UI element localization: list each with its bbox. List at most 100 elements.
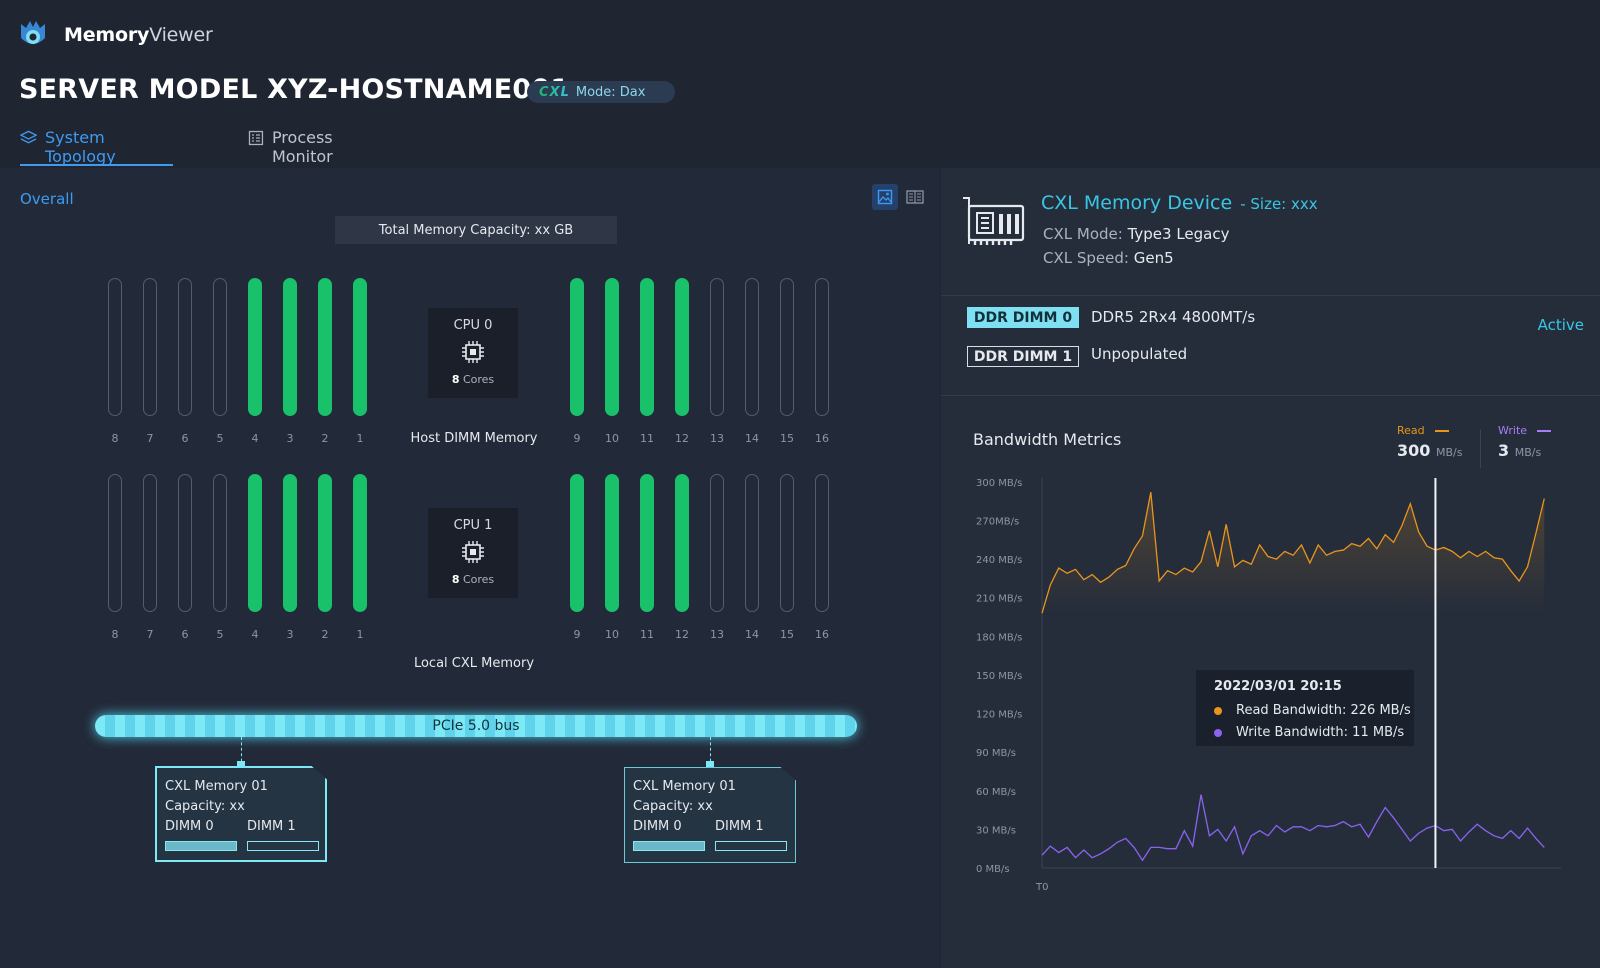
slot-number-label: 13 — [710, 432, 724, 445]
dimm-0-tag[interactable]: DDR DIMM 0 — [967, 307, 1079, 328]
dimm-0-desc: DDR5 2Rx4 4800MT/s — [1091, 308, 1256, 326]
y-tick-label: 210 MB/s — [976, 594, 1022, 605]
dimm-slot-13[interactable] — [710, 474, 724, 612]
slot-number-label: 8 — [111, 628, 119, 641]
cpu-0-box[interactable]: CPU 0 8 Cores — [428, 308, 518, 398]
dimm-1-tag[interactable]: DDR DIMM 1 — [967, 346, 1079, 367]
image-view-icon — [877, 189, 893, 205]
dimm-slot-10[interactable] — [605, 278, 619, 416]
dimm-slot-6[interactable] — [178, 474, 192, 612]
tooltip-write: Write Bandwidth: 11 MB/s — [1236, 725, 1405, 740]
dimm-slot-7[interactable] — [143, 278, 157, 416]
slot-number-label: 14 — [745, 628, 759, 641]
dimm-slot-10[interactable] — [605, 474, 619, 612]
dimm-slot-16[interactable] — [815, 278, 829, 416]
tab-label: Process Monitor — [271, 128, 333, 166]
cpu-cores: 8 Cores — [451, 573, 495, 586]
dimm-slot-11[interactable] — [640, 474, 654, 612]
slot-number-label: 12 — [675, 432, 689, 445]
series-line-read — [1041, 492, 1545, 614]
dimm-slot-16[interactable] — [815, 474, 829, 612]
y-tick-label: 0 MB/s — [976, 864, 1010, 875]
dimm-slot-12[interactable] — [675, 278, 689, 416]
dimm-slot-6[interactable] — [178, 278, 192, 416]
slot-number-label: 13 — [710, 628, 724, 641]
app-name: MemoryViewer — [64, 24, 213, 46]
dimm-slot-14[interactable] — [745, 474, 759, 612]
y-tick-label: 300 MB/s — [976, 478, 1022, 489]
device-size: - Size: xxx — [1240, 195, 1318, 213]
dimm-slot-15[interactable] — [780, 278, 794, 416]
dimm-slot-15[interactable] — [780, 474, 794, 612]
dimm-slot-3[interactable] — [283, 474, 297, 612]
tooltip-read: Read Bandwidth: 226 MB/s — [1236, 703, 1411, 718]
dimm-slot-1[interactable] — [353, 278, 367, 416]
tab-process-monitor[interactable]: Process Monitor — [248, 128, 398, 166]
dimm-slot-13[interactable] — [710, 278, 724, 416]
x-tick-label: T0 — [1035, 882, 1048, 893]
dimm-1-bar[interactable] — [715, 841, 787, 851]
slot-number-label: 2 — [321, 432, 329, 445]
memory-card-icon — [963, 197, 1025, 245]
y-tick-label: 120 MB/s — [976, 710, 1022, 721]
cpu-1-box[interactable]: CPU 1 8 Cores — [428, 508, 518, 598]
dimm-slot-9[interactable] — [570, 278, 584, 416]
dimm-slot-8[interactable] — [108, 278, 122, 416]
host-dimm-label: Host DIMM Memory — [410, 431, 538, 446]
dimm-slot-5[interactable] — [213, 474, 227, 612]
dimm-slot-7[interactable] — [143, 474, 157, 612]
slot-number-label: 2 — [321, 628, 329, 641]
cxl-dimm-labels: DIMM 0 DIMM 1 — [633, 819, 764, 834]
dimm-0-bar[interactable] — [633, 841, 705, 851]
dimm-slot-4[interactable] — [248, 474, 262, 612]
chart-tooltip: 2022/03/01 20:15 Read Bandwidth: 226 MB/… — [1196, 670, 1414, 746]
device-title: CXL Memory Device - Size: xxx — [1041, 192, 1318, 214]
device-summary: CXL Memory Device - Size: xxx CXL Mode: T… — [941, 168, 1600, 296]
dimm-slot-2[interactable] — [318, 474, 332, 612]
cxl-device-card[interactable]: CXL Memory 01 Capacity: xx DIMM 0 DIMM 1 — [624, 767, 796, 863]
tooltip-date: 2022/03/01 20:15 — [1214, 679, 1342, 694]
slot-number-label: 11 — [640, 628, 654, 641]
dimm-1-bar[interactable] — [247, 841, 319, 851]
graphic-view-button[interactable] — [872, 184, 898, 210]
connector-dot — [706, 761, 714, 769]
slot-number-label: 5 — [216, 432, 224, 445]
table-view-button[interactable] — [902, 184, 928, 210]
dimm-slot-11[interactable] — [640, 278, 654, 416]
dimm-slot-8[interactable] — [108, 474, 122, 612]
dimm-slot-1[interactable] — [353, 474, 367, 612]
overall-link[interactable]: Overall — [20, 190, 74, 208]
write-legend[interactable]: Write 3 MB/s — [1498, 424, 1552, 460]
tab-system-topology[interactable]: System Topology — [20, 128, 173, 166]
y-tick-label: 270MB/s — [976, 516, 1019, 527]
dimm-0-bar[interactable] — [165, 841, 237, 851]
dimm-slot-14[interactable] — [745, 278, 759, 416]
read-area — [1042, 492, 1545, 614]
dimm-slot-3[interactable] — [283, 278, 297, 416]
cxl-dimm-bars — [165, 841, 325, 851]
dimm-slot-12[interactable] — [675, 474, 689, 612]
app-logo-icon — [21, 21, 45, 44]
slot-number-label: 14 — [745, 432, 759, 445]
slot-number-label: 1 — [356, 432, 364, 445]
cxl-device-capacity: Capacity: xx — [165, 799, 245, 814]
dimm-slot-2[interactable] — [318, 278, 332, 416]
tab-label: System Topology — [45, 128, 116, 166]
dimm-slot-4[interactable] — [248, 278, 262, 416]
cpu-name: CPU 0 — [453, 318, 493, 333]
cxl-dimm-bars — [633, 841, 795, 851]
slot-number-label: 9 — [573, 628, 581, 641]
read-legend[interactable]: Read 300 MB/s — [1397, 424, 1463, 460]
cpu-cores: 8 Cores — [451, 373, 495, 386]
bandwidth-chart[interactable]: 0 MB/s 30 MB/s 60 MB/s 90 MB/s 120 MB/s 150 M… — [941, 468, 1600, 898]
dimm-slot-5[interactable] — [213, 278, 227, 416]
series-line-write — [1041, 794, 1545, 862]
table-view-icon — [906, 190, 924, 204]
slot-number-label: 1 — [356, 628, 364, 641]
device-speed: CXL Speed: Gen5 — [1043, 249, 1174, 267]
cxl-device-name: CXL Memory 01 — [165, 779, 268, 794]
bandwidth-title: Bandwidth Metrics — [973, 430, 1122, 449]
cxl-device-card[interactable]: CXL Memory 01 Capacity: xx DIMM 0 DIMM 1 — [155, 766, 327, 862]
dimm-slot-9[interactable] — [570, 474, 584, 612]
bus-connector — [241, 737, 242, 767]
